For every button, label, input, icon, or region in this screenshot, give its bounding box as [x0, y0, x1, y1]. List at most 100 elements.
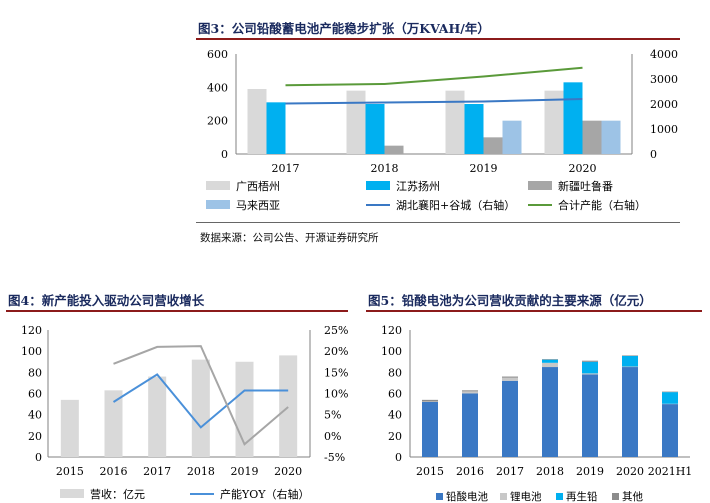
fig5-bar-segment	[542, 359, 558, 360]
fig4-bar	[148, 376, 167, 457]
fig4-ytick-label: 60	[28, 388, 42, 401]
fig3-legend-label: 江苏扬州	[396, 179, 440, 193]
fig5-ytick-label: 0	[395, 451, 402, 464]
fig4-legend-label: 营收：亿元	[90, 487, 145, 501]
fig3-xtick-label: 2019	[470, 162, 498, 175]
fig5-bar-segment	[582, 361, 598, 374]
fig5-ytick-label: 40	[388, 409, 402, 422]
fig3-bar	[544, 90, 564, 154]
fig5-ytick-label: 100	[381, 345, 402, 358]
fig5-bar-segment	[622, 366, 638, 368]
fig5-bar-segment	[502, 377, 518, 381]
fig3-legend-swatch	[206, 200, 230, 209]
fig3-y2tick-label: 4000	[650, 48, 678, 61]
fig4-line	[113, 345, 289, 446]
fig5-legend-swatch	[500, 493, 507, 500]
fig3-title-underline	[196, 38, 680, 40]
fig3-bar	[346, 90, 366, 154]
fig3-bar	[365, 104, 385, 154]
fig4-y2tick-label: 0%	[324, 430, 341, 443]
fig3-bar	[464, 104, 484, 154]
fig5-ytick-label: 60	[388, 388, 402, 401]
fig3-line	[285, 98, 583, 105]
fig3-ytick-label: 200	[207, 115, 228, 128]
fig4-bar	[279, 355, 298, 457]
fig5-xtick-label: 2019	[576, 465, 604, 478]
fig4-xtick-label: 2017	[143, 465, 171, 478]
fig5-title: 图5：铅酸电池为公司营收贡献的主要来源（亿元）	[368, 293, 652, 308]
fig5-bar-segment	[662, 404, 678, 457]
fig5-legend-label: 再生铅	[566, 490, 598, 503]
fig3-bottom-rule	[196, 222, 680, 223]
fig3-ytick-label: 0	[221, 148, 228, 161]
fig5-bar-segment	[582, 374, 598, 457]
fig3-ytick-label: 600	[207, 48, 228, 61]
fig4-xtick-label: 2018	[187, 465, 215, 478]
fig5-xtick-label: 2018	[536, 465, 564, 478]
fig5-bar-segment	[662, 391, 678, 393]
fig3-legend-label: 广西梧州	[236, 179, 280, 193]
fig5-bar-segment	[462, 390, 478, 392]
fig5-ytick-label: 120	[381, 324, 402, 337]
fig5-bar-segment	[542, 359, 558, 363]
fig5-bar-segment	[462, 393, 478, 457]
fig3-bar	[502, 120, 522, 154]
fig3-bar	[384, 145, 404, 154]
fig4-bar	[191, 359, 210, 457]
fig4-y2tick-label: 25%	[324, 324, 348, 337]
fig3-bar	[601, 120, 621, 154]
fig4-xtick-label: 2015	[56, 465, 84, 478]
fig5-bar-segment	[502, 376, 518, 378]
fig3-y2tick-label: 1000	[650, 123, 678, 136]
fig4-ytick-label: 100	[21, 345, 42, 358]
fig3-bar	[266, 102, 286, 154]
fig4-ytick-label: 0	[35, 451, 42, 464]
fig3-bar	[445, 90, 465, 154]
fig5-xtick-label: 2020	[616, 465, 644, 478]
fig5-xtick-label: 2016	[456, 465, 484, 478]
fig4-bar	[104, 390, 123, 457]
fig3-legend-swatch	[366, 181, 390, 190]
fig4-y2tick-label: 15%	[324, 366, 348, 379]
fig5-legend-swatch	[612, 493, 619, 500]
fig4-line	[112, 373, 289, 429]
fig3-y2tick-label: 0	[650, 148, 657, 161]
fig5-xtick-label: 2017	[496, 465, 524, 478]
fig3-line	[285, 66, 583, 87]
fig3-xtick-label: 2017	[272, 162, 300, 175]
fig5-legend-swatch	[556, 493, 563, 500]
fig4-title: 图4：新产能投入驱动公司营收增长	[8, 293, 205, 308]
fig5-legend-label: 其他	[622, 490, 643, 503]
fig4-ytick-label: 80	[28, 366, 42, 379]
fig4-xtick-label: 2020	[274, 465, 302, 478]
fig4-y2tick-label: 5%	[324, 409, 341, 422]
fig5-ytick-label: 80	[388, 366, 402, 379]
fig4-legend-label: 产能YOY（右轴）	[220, 487, 310, 501]
fig5-xtick-label: 2021H1	[648, 465, 693, 478]
fig5-xtick-label: 2015	[416, 465, 444, 478]
fig5-bar-segment	[422, 401, 438, 402]
fig3-y2tick-label: 2000	[650, 98, 678, 111]
fig5-bar-segment	[422, 401, 438, 457]
fig5-bar-segment	[422, 399, 438, 402]
fig5-bar-segment	[582, 373, 598, 375]
fig5-bar-segment	[542, 362, 558, 368]
fig4-y2tick-label: 20%	[324, 345, 348, 358]
fig5-bar-segment	[582, 360, 598, 362]
fig5-legend-swatch	[436, 493, 443, 500]
fig5-bar-segment	[622, 355, 638, 356]
fig5-bar-segment	[662, 392, 678, 404]
fig5-bar-segment	[462, 391, 478, 394]
fig3-legend-label: 合计产能（右轴）	[558, 198, 646, 212]
fig4-y2tick-label: -5%	[324, 451, 345, 464]
fig4-legend-swatch	[60, 489, 84, 498]
fig3-legend-swatch	[528, 181, 552, 190]
fig4-xtick-label: 2016	[100, 465, 128, 478]
fig3-y2tick-label: 3000	[650, 73, 678, 86]
fig3-legend-swatch	[206, 181, 230, 190]
fig5-legend-label: 铅酸电池	[446, 490, 488, 503]
fig3-bar	[247, 89, 267, 154]
fig3-legend-label: 新疆吐鲁番	[558, 179, 613, 193]
